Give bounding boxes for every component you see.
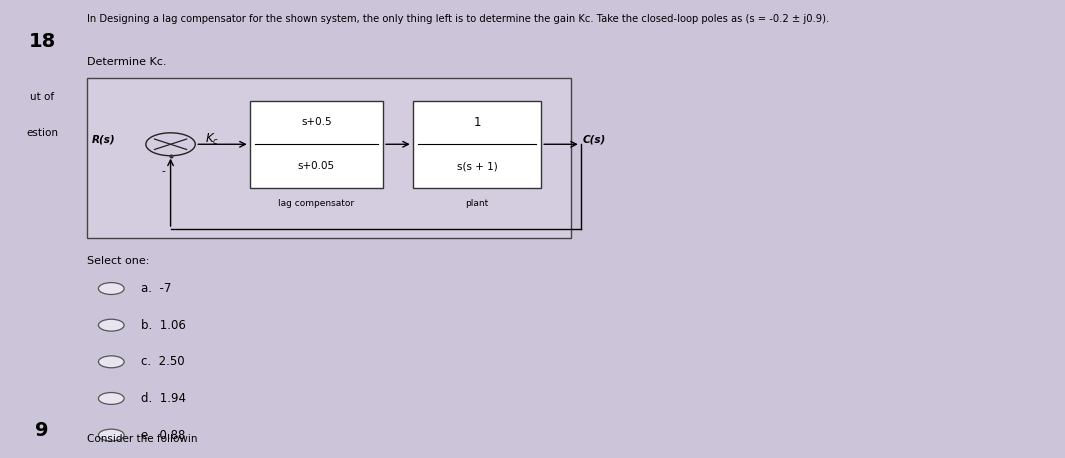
Circle shape (98, 356, 125, 368)
Bar (86, 78, 571, 238)
Text: Determine Kc.: Determine Kc. (86, 57, 166, 67)
Text: e.  0.88: e. 0.88 (141, 429, 185, 442)
Text: C(s): C(s) (583, 135, 606, 145)
Bar (413, 101, 541, 188)
Text: 9: 9 (35, 421, 49, 440)
Text: s+0.5: s+0.5 (301, 117, 331, 127)
Text: Select one:: Select one: (86, 256, 149, 267)
Text: c.  2.50: c. 2.50 (141, 355, 184, 368)
Text: a.  -7: a. -7 (141, 282, 171, 295)
Text: lag compensator: lag compensator (278, 199, 355, 208)
Text: s+0.05: s+0.05 (298, 161, 334, 171)
Text: estion: estion (27, 128, 59, 138)
Text: plant: plant (465, 199, 489, 208)
Circle shape (146, 133, 195, 156)
Text: 1: 1 (473, 116, 480, 129)
Text: b.  1.06: b. 1.06 (141, 319, 185, 332)
Circle shape (98, 283, 125, 294)
Text: In Designing a lag compensator for the shown system, the only thing left is to d: In Designing a lag compensator for the s… (86, 14, 829, 24)
Text: R(s): R(s) (92, 135, 115, 145)
Text: -: - (162, 166, 165, 176)
Text: s(s + 1): s(s + 1) (457, 161, 497, 171)
Circle shape (98, 393, 125, 404)
Text: 18: 18 (29, 32, 55, 51)
Text: $K_c$: $K_c$ (206, 132, 219, 147)
Circle shape (98, 319, 125, 331)
Text: ut of: ut of (30, 92, 54, 102)
Bar (249, 101, 383, 188)
Text: Consider the followin: Consider the followin (86, 434, 197, 444)
Text: d.  1.94: d. 1.94 (141, 392, 186, 405)
Circle shape (98, 429, 125, 441)
